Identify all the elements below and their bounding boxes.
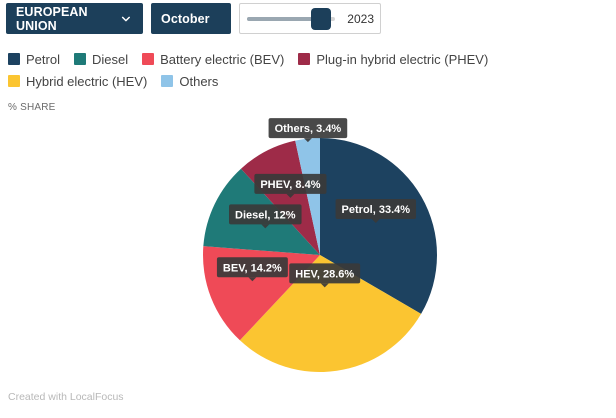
data-label-diesel: Diesel, 12% xyxy=(229,204,302,229)
legend-item-bev[interactable]: Battery electric (BEV) xyxy=(142,51,284,67)
legend-swatch xyxy=(73,53,86,65)
data-label-text: HEV, 28.6% xyxy=(295,268,354,280)
pie-slice-hev[interactable] xyxy=(239,255,422,372)
data-label-box xyxy=(254,173,327,194)
region-dropdown-label: EUROPEAN UNION xyxy=(16,4,88,33)
data-label-text: Diesel, 12% xyxy=(235,209,296,221)
data-label-text: PHEV, 8.4% xyxy=(260,179,320,191)
legend-label: Hybrid electric (HEV) xyxy=(26,73,148,89)
data-label-text: BEV, 14.2% xyxy=(223,262,282,274)
filter-controls: EUROPEAN UNION October 2023 xyxy=(6,3,381,34)
credit-text: Created with LocalFocus xyxy=(8,391,124,403)
legend-item-petrol[interactable]: Petrol xyxy=(8,51,60,67)
legend-swatch xyxy=(161,75,174,87)
pie-slice-phev[interactable] xyxy=(240,140,320,255)
legend-label: Petrol xyxy=(26,51,60,67)
month-dropdown[interactable]: October xyxy=(151,3,231,34)
chevron-down-icon xyxy=(122,16,131,21)
data-label-box xyxy=(268,118,348,139)
legend-item-hev[interactable]: Hybrid electric (HEV) xyxy=(8,73,147,89)
data-label-box xyxy=(335,198,417,219)
legend-label: Battery electric (BEV) xyxy=(160,51,285,67)
legend-item-phev[interactable]: Plug-in hybrid electric (PHEV) xyxy=(298,51,488,67)
legend-label: Diesel xyxy=(91,51,129,67)
data-label-pointer xyxy=(248,277,257,282)
pie-labels: Petrol, 33.4% HEV, 28.6% BEV, 14.2% Diesel,… xyxy=(216,118,417,288)
pie-slice-others[interactable] xyxy=(295,138,320,255)
legend-swatch xyxy=(298,53,311,65)
year-slider-handle[interactable] xyxy=(311,7,332,30)
year-slider-fill xyxy=(247,16,322,21)
data-label-text: Others, 3.4% xyxy=(275,123,342,135)
legend-swatch xyxy=(142,53,155,65)
chart-legend: Petrol Diesel Battery electric (BEV) Plug-i… xyxy=(8,51,612,89)
legend-item-others[interactable]: Others xyxy=(161,73,218,89)
axis-label: % SHARE xyxy=(8,102,56,113)
legend-swatch xyxy=(8,75,20,87)
data-label-bev: BEV, 14.2% xyxy=(216,257,288,282)
data-label-pointer xyxy=(303,138,312,143)
legend-label: Others xyxy=(179,73,219,89)
data-label-text: Petrol, 33.4% xyxy=(342,204,411,216)
data-label-box xyxy=(229,204,302,225)
data-label-box xyxy=(289,263,361,284)
data-label-hev: HEV, 28.6% xyxy=(289,263,361,288)
data-label-petrol: Petrol, 33.4% xyxy=(335,198,417,223)
pie-slices xyxy=(203,138,438,372)
data-label-box xyxy=(216,257,288,278)
legend-swatch xyxy=(8,53,20,65)
year-slider-track[interactable] xyxy=(247,7,336,30)
legend-label: Plug-in hybrid electric (PHEV) xyxy=(316,51,489,67)
legend-item-diesel[interactable]: Diesel xyxy=(73,51,129,67)
year-slider-value: 2023 xyxy=(347,11,374,26)
data-label-others: Others, 3.4% xyxy=(268,118,348,143)
data-label-phev: PHEV, 8.4% xyxy=(254,173,327,198)
data-label-pointer xyxy=(261,224,270,229)
region-dropdown[interactable]: EUROPEAN UNION xyxy=(6,3,143,34)
data-label-pointer xyxy=(371,218,380,223)
data-label-pointer xyxy=(286,193,295,198)
year-slider: 2023 xyxy=(239,3,381,34)
month-dropdown-label: October xyxy=(161,11,210,26)
data-label-pointer xyxy=(320,283,329,288)
